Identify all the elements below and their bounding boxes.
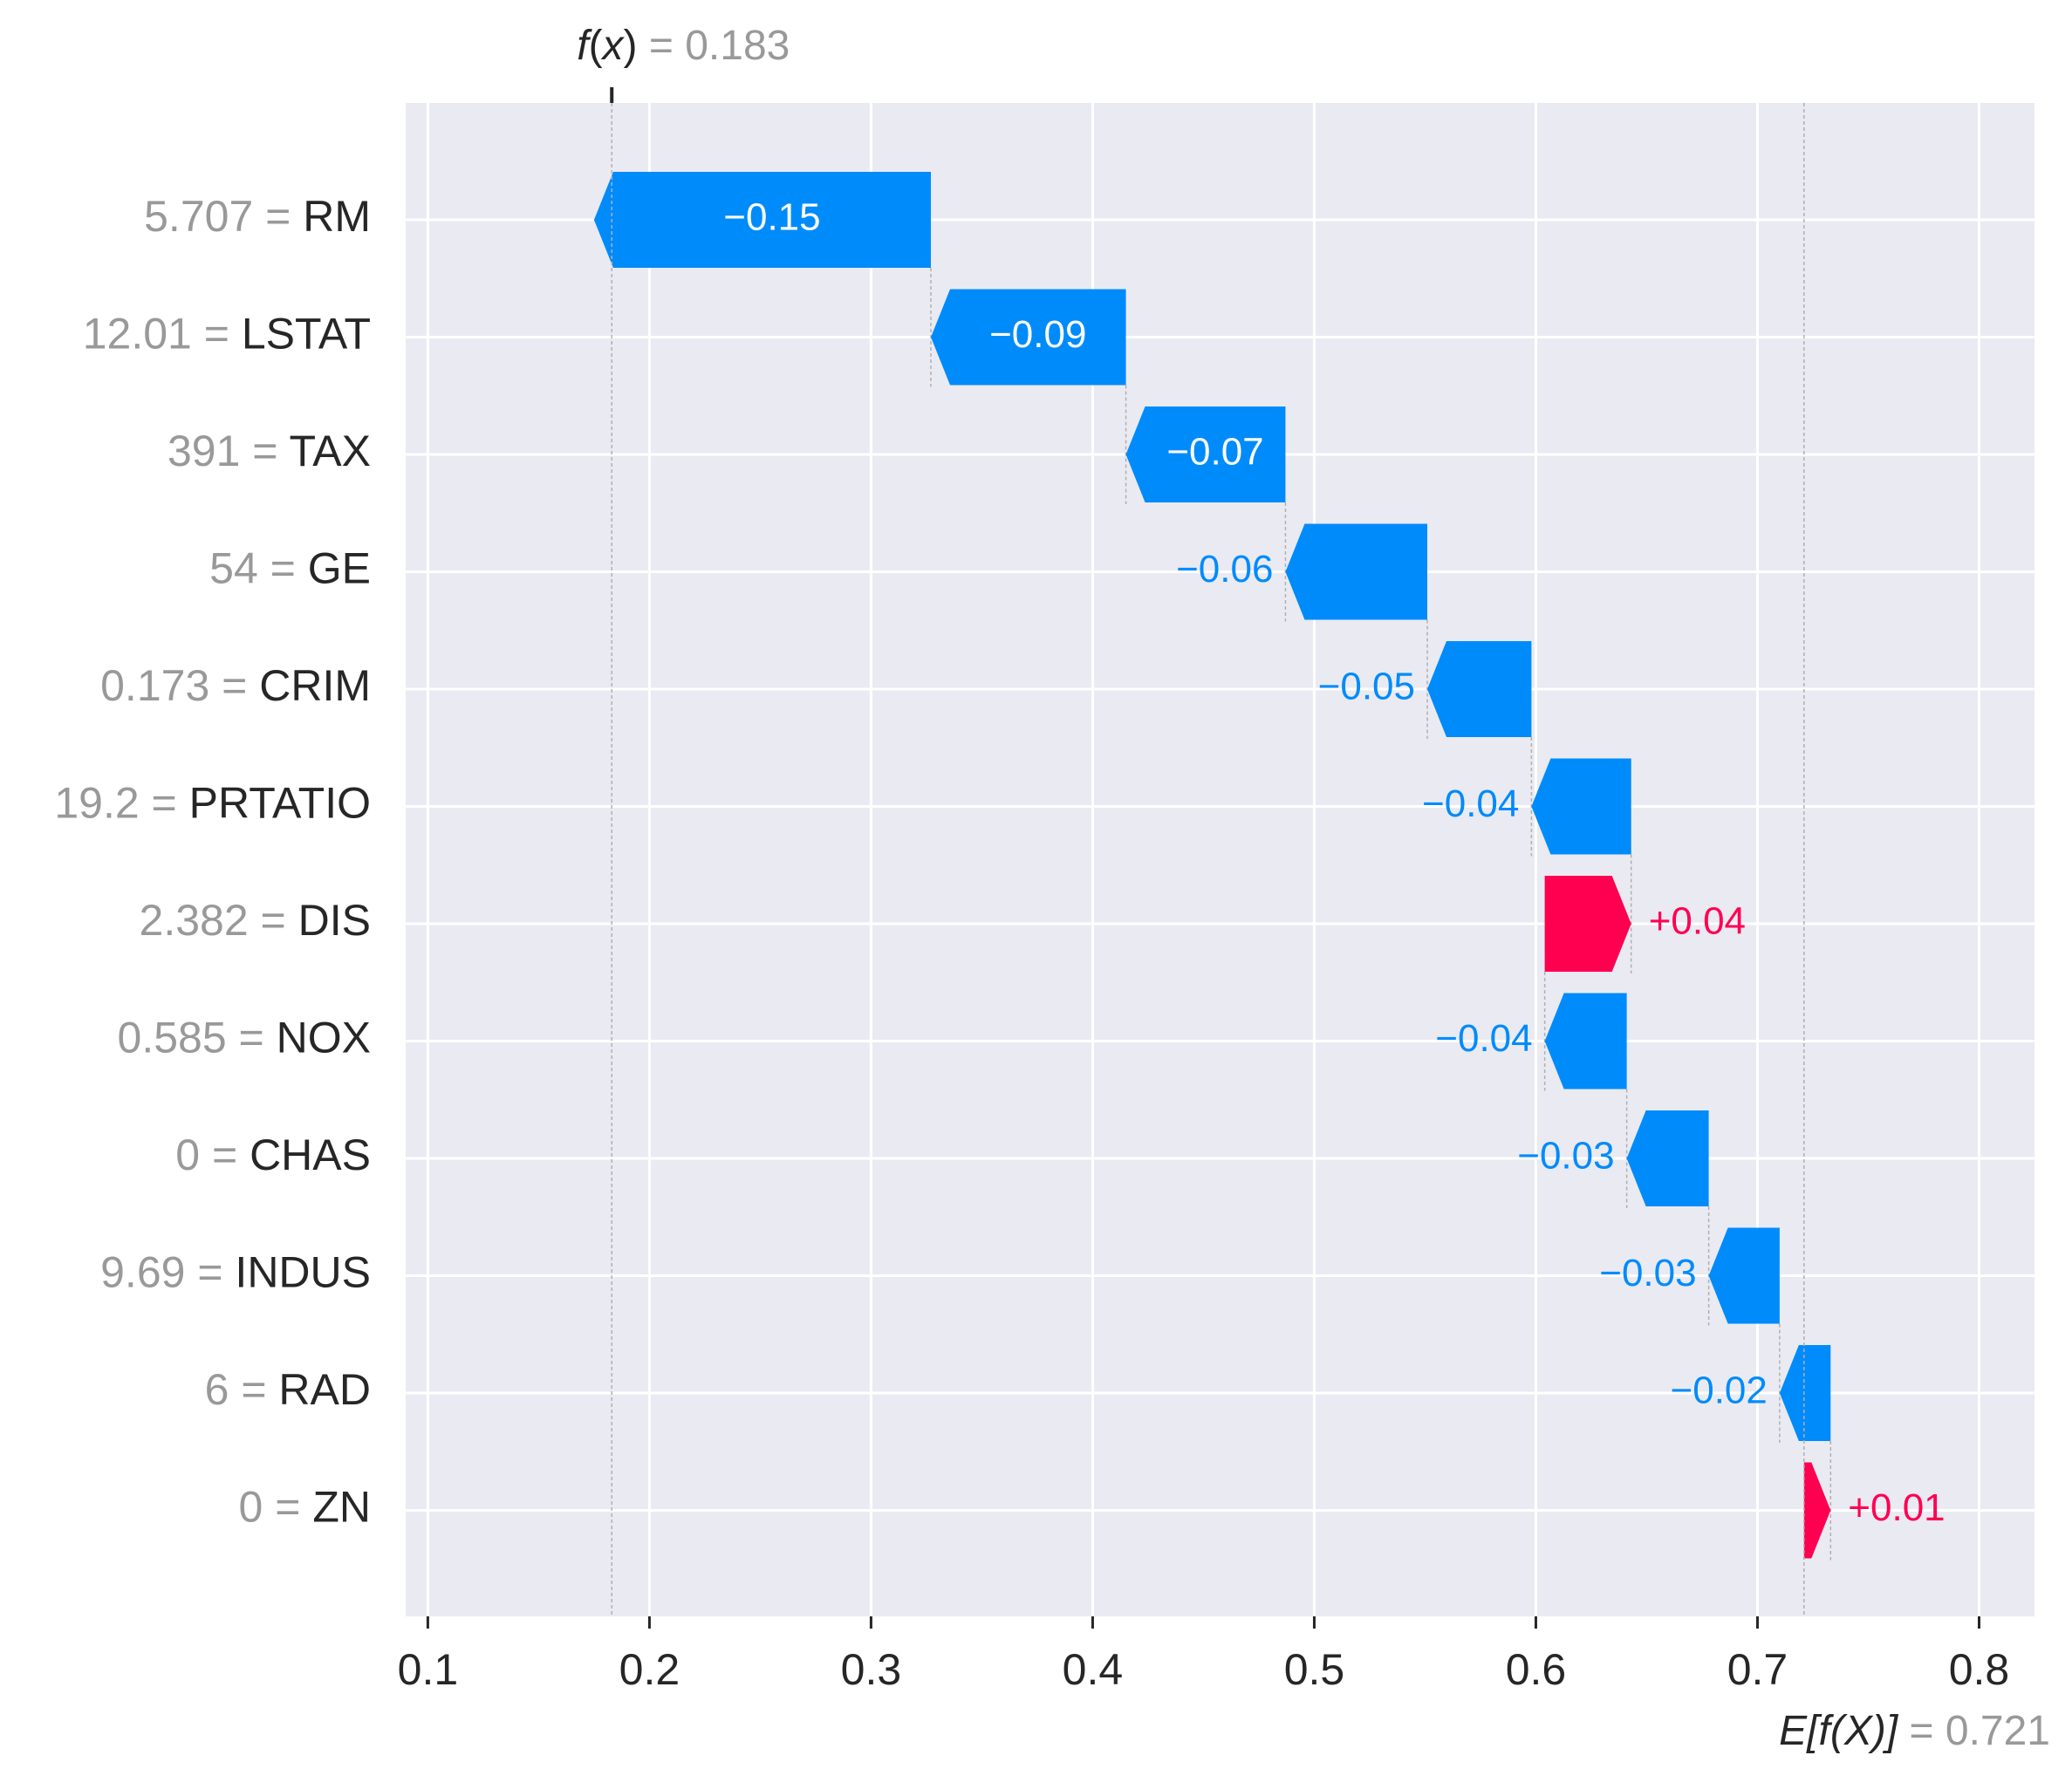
bar-label-lstat: −0.09 xyxy=(989,313,1086,356)
fx-value: = 0.183 xyxy=(638,23,790,69)
feature-value: 12.01 = xyxy=(83,310,242,359)
fx-x: x xyxy=(601,23,626,69)
bar-label-rm: −0.15 xyxy=(723,196,820,239)
bar-label-zn: +0.01 xyxy=(1848,1486,1945,1529)
feature-label: 0.585 = NOX xyxy=(118,1014,371,1062)
bar-indus xyxy=(1708,1227,1780,1324)
feature-name: GE xyxy=(308,544,371,593)
bar-ge xyxy=(1285,523,1428,620)
efx-label: E[f(X)] = 0.721 xyxy=(1779,1708,2050,1754)
feature-label: 2.382 = DIS xyxy=(140,896,371,945)
plot-area xyxy=(406,103,2034,1616)
bar-label-crim: −0.05 xyxy=(1318,666,1415,708)
feature-label: 6 = RAD xyxy=(205,1365,371,1414)
feature-name: PRTATIO xyxy=(189,779,371,828)
bar-nox xyxy=(1544,993,1627,1089)
feature-label: 0 = CHAS xyxy=(175,1130,371,1179)
feature-name: NOX xyxy=(277,1014,371,1062)
bar-tax xyxy=(1125,406,1286,502)
x-tick-label: 0.2 xyxy=(619,1645,680,1694)
annotations: f(x) = 0.183 E[f(X)] = 0.721 xyxy=(577,23,2050,1754)
bar-rad xyxy=(1779,1345,1831,1441)
bar-rm xyxy=(593,172,932,268)
x-axis-ticks: 0.1 0.2 0.3 0.4 0.5 0.6 0.7 0.8 xyxy=(398,1616,2010,1694)
feature-value: 5.707 = xyxy=(144,192,303,241)
feature-label: 54 = GE xyxy=(209,544,371,593)
efx-value: = 0.721 xyxy=(1898,1708,2050,1754)
bar-dis xyxy=(1544,876,1631,972)
connector-lines xyxy=(930,268,1832,1561)
x-tick-label: 0.4 xyxy=(1063,1645,1124,1694)
bar-label-nox: −0.04 xyxy=(1435,1017,1532,1060)
feature-name: RM xyxy=(303,192,371,241)
bar-label-chas: −0.03 xyxy=(1517,1135,1614,1178)
feature-label: 5.707 = RM xyxy=(144,192,371,241)
bar-labels: −0.15 −0.09 −0.07 −0.06 −0.05 −0.04 +0.04 −0.04… xyxy=(723,196,1945,1530)
feature-name: INDUS xyxy=(235,1248,371,1297)
x-tick-label: 0.3 xyxy=(841,1645,902,1694)
feature-label: 12.01 = LSTAT xyxy=(83,310,371,359)
x-tick-label: 0.6 xyxy=(1506,1645,1567,1694)
bar-chas xyxy=(1626,1110,1709,1206)
efx-expr: E[f(X)] xyxy=(1779,1708,1899,1754)
x-tick-label: 0.5 xyxy=(1284,1645,1345,1694)
feature-name: LSTAT xyxy=(242,310,371,359)
feature-label: 0 = ZN xyxy=(239,1483,371,1532)
bar-label-prtatio: −0.04 xyxy=(1422,782,1519,825)
fx-paren-close: ) xyxy=(624,23,638,69)
feature-label: 391 = TAX xyxy=(168,427,371,475)
bar-label-ge: −0.06 xyxy=(1176,548,1273,591)
feature-value: 391 = xyxy=(168,427,290,475)
x-tick-label: 0.8 xyxy=(1949,1645,2010,1694)
bar-prtatio xyxy=(1531,758,1631,855)
feature-label: 19.2 = PRTATIO xyxy=(54,779,371,828)
bar-label-tax: −0.07 xyxy=(1166,431,1263,474)
feature-value: 0 = xyxy=(239,1483,313,1532)
feature-value: 9.69 = xyxy=(100,1248,235,1297)
fx-paren-open: ( xyxy=(589,23,603,69)
feature-name: DIS xyxy=(298,896,371,945)
bar-label-rad: −0.02 xyxy=(1671,1369,1768,1412)
fx-label: f(x) = 0.183 xyxy=(577,23,790,69)
bars xyxy=(593,172,1831,1559)
feature-value: 0 = xyxy=(175,1130,250,1179)
y-axis-labels: 5.707 = RM 12.01 = LSTAT 391 = TAX 54 = GE 0… xyxy=(54,192,371,1532)
feature-value: 54 = xyxy=(209,544,308,593)
feature-value: 0.585 = xyxy=(118,1014,277,1062)
feature-label: 9.69 = INDUS xyxy=(100,1248,371,1297)
feature-value: 0.173 = xyxy=(100,661,259,710)
bar-label-dis: +0.04 xyxy=(1649,900,1746,943)
feature-value: 2.382 = xyxy=(140,896,298,945)
feature-label: 0.173 = CRIM xyxy=(100,661,371,710)
feature-name: CRIM xyxy=(259,661,371,710)
bar-lstat xyxy=(931,289,1126,386)
bar-crim xyxy=(1427,641,1532,737)
feature-value: 6 = xyxy=(205,1365,279,1414)
feature-value: 19.2 = xyxy=(54,779,188,828)
feature-name: CHAS xyxy=(250,1130,371,1179)
x-tick-label: 0.7 xyxy=(1727,1645,1788,1694)
bar-label-indus: −0.03 xyxy=(1599,1252,1696,1294)
feature-name: ZN xyxy=(312,1483,371,1532)
feature-name: TAX xyxy=(289,427,371,475)
x-tick-label: 0.1 xyxy=(398,1645,459,1694)
bar-zn xyxy=(1803,1462,1831,1559)
feature-name: RAD xyxy=(278,1365,371,1414)
